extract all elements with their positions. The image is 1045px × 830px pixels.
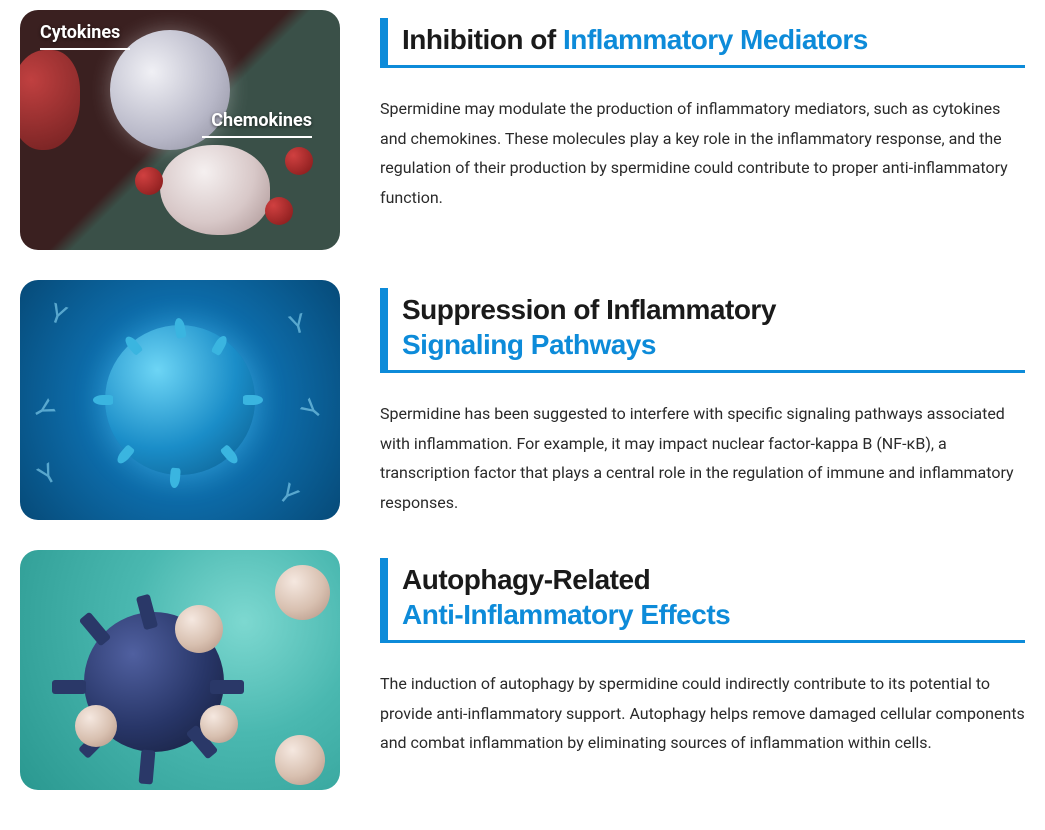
section-content: Inhibition of Inflammatory Mediators Spe… — [380, 10, 1025, 212]
illustration-autophagy — [20, 550, 340, 790]
section-row: Y Y Y Y Y Y Suppression of Inflammatory … — [20, 280, 1025, 520]
section-row: Autophagy-Related Anti-Inflammatory Effe… — [20, 550, 1025, 790]
section-description: Spermidine may modulate the production o… — [380, 94, 1025, 212]
section-title: Suppression of Inflammatory Signaling Pa… — [402, 292, 1025, 362]
section-row: Cytokines Chemokines Inhibition of Infla… — [20, 10, 1025, 250]
section-title: Autophagy-Related Anti-Inflammatory Effe… — [402, 562, 1025, 632]
image-label: Chemokines — [211, 110, 312, 131]
section-description: The induction of autophagy by spermidine… — [380, 669, 1025, 758]
illustration-cytokines: Cytokines Chemokines — [20, 10, 340, 250]
section-title-wrap: Inhibition of Inflammatory Mediators — [380, 18, 1025, 68]
section-content: Suppression of Inflammatory Signaling Pa… — [380, 280, 1025, 517]
illustration-signaling: Y Y Y Y Y Y — [20, 280, 340, 520]
section-title-wrap: Suppression of Inflammatory Signaling Pa… — [380, 288, 1025, 373]
section-title: Inhibition of Inflammatory Mediators — [402, 22, 1025, 57]
section-title-wrap: Autophagy-Related Anti-Inflammatory Effe… — [380, 558, 1025, 643]
section-description: Spermidine has been suggested to interfe… — [380, 399, 1025, 517]
section-content: Autophagy-Related Anti-Inflammatory Effe… — [380, 550, 1025, 758]
image-label: Cytokines — [40, 22, 120, 43]
